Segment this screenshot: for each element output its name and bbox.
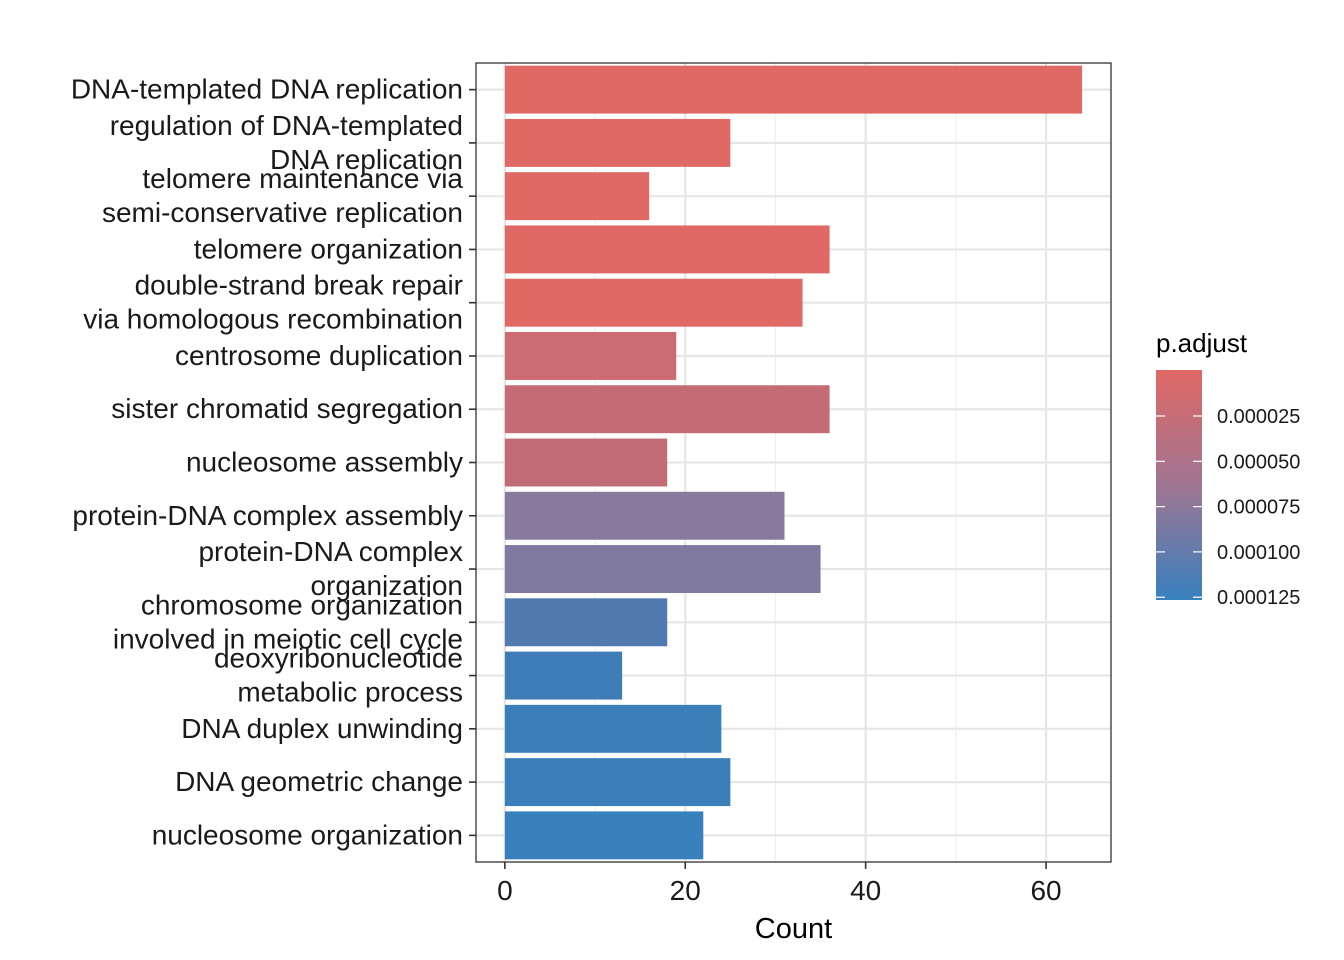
- y-tick-label: protein-DNA complex assembly: [72, 500, 463, 531]
- y-tick-label: DNA-templated DNA replication: [71, 74, 463, 105]
- y-tick-label: telomere organization: [194, 233, 463, 264]
- legend-title: p.adjust: [1156, 328, 1248, 358]
- y-tick-label: telomere maintenance via semi-conservativ…: [102, 163, 463, 228]
- bar[interactable]: [504, 704, 722, 753]
- y-tick-label: chromosome organization involved in meiot…: [113, 589, 463, 654]
- bar[interactable]: [504, 811, 704, 860]
- bar[interactable]: [504, 758, 731, 807]
- y-tick-label: nucleosome assembly: [186, 447, 463, 478]
- bar[interactable]: [504, 118, 731, 167]
- x-axis-title: Count: [755, 913, 832, 945]
- y-tick-label: deoxyribonucleotide metabolic process: [214, 643, 463, 708]
- legend-colorbar: [1156, 370, 1202, 600]
- bar[interactable]: [504, 65, 1083, 114]
- y-tick-label: sister chromatid segregation: [111, 393, 463, 424]
- y-tick-label: nucleosome organization: [152, 819, 463, 850]
- bar[interactable]: [504, 331, 677, 380]
- bar[interactable]: [504, 545, 821, 594]
- bar[interactable]: [504, 491, 785, 540]
- legend-label: 0.000050: [1217, 451, 1300, 473]
- y-tick-label: double-strand break repair via homologous…: [83, 270, 463, 335]
- legend-label: 0.000025: [1217, 406, 1300, 428]
- bar[interactable]: [504, 278, 803, 327]
- bar[interactable]: [504, 651, 623, 700]
- x-tick-label: 20: [670, 875, 701, 906]
- legend-label: 0.000100: [1217, 542, 1300, 564]
- legend-label: 0.000075: [1217, 497, 1300, 519]
- y-tick-label: DNA duplex unwinding: [181, 713, 463, 744]
- x-tick-label: 40: [850, 875, 881, 906]
- y-tick-label: DNA geometric change: [175, 766, 463, 797]
- bar[interactable]: [504, 438, 668, 487]
- y-tick-label: protein-DNA complex organization: [198, 536, 463, 601]
- legend-label: 0.000125: [1217, 587, 1300, 609]
- bar[interactable]: [504, 385, 830, 434]
- y-tick-label: regulation of DNA-templated DNA replicati…: [110, 110, 463, 175]
- bar[interactable]: [504, 225, 830, 274]
- y-tick-label: centrosome duplication: [175, 340, 463, 371]
- bar[interactable]: [504, 172, 650, 221]
- x-tick-label: 60: [1030, 875, 1061, 906]
- bar[interactable]: [504, 598, 668, 647]
- x-tick-label: 0: [497, 875, 513, 906]
